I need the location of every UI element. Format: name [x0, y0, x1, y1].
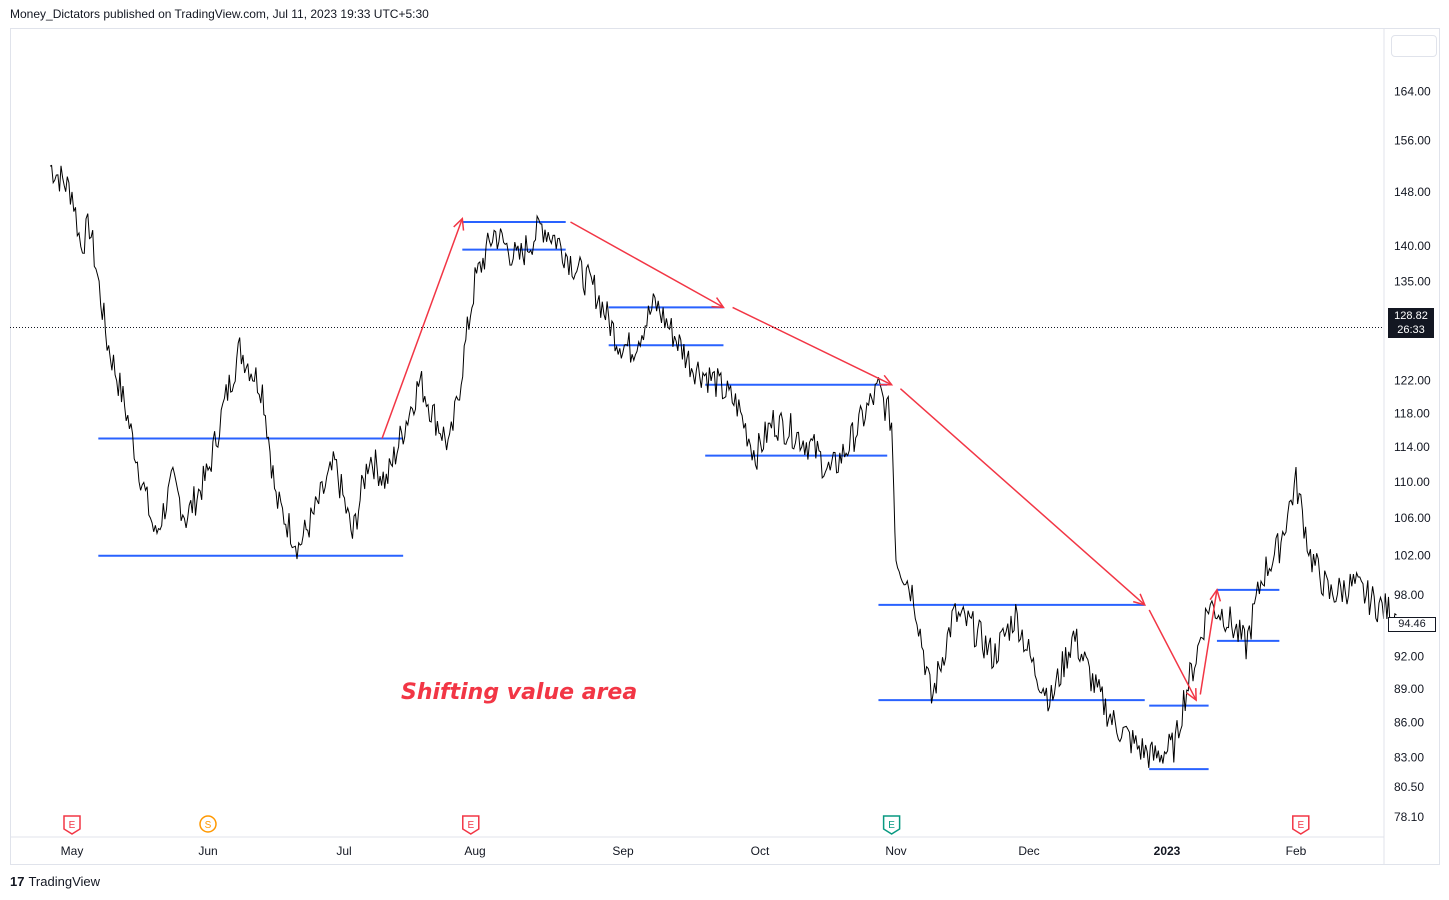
svg-text:E: E — [467, 820, 474, 831]
x-tick-label: Jul — [336, 844, 351, 858]
auto-scale-button[interactable] — [1391, 35, 1437, 57]
x-tick-label: Jun — [198, 844, 217, 858]
tradingview-logo-icon: 17 — [10, 874, 25, 889]
x-tick-label: Feb — [1286, 844, 1307, 858]
y-tick-label: 140.00 — [1394, 239, 1431, 253]
trend-arrow[interactable] — [1199, 588, 1222, 695]
y-tick-label: 148.00 — [1394, 185, 1431, 199]
y-tick-label: 92.00 — [1394, 650, 1424, 664]
y-tick-label: 164.00 — [1394, 84, 1431, 98]
tradingview-footer[interactable]: 17 TradingView — [10, 874, 100, 889]
trend-arrow[interactable] — [732, 306, 894, 386]
y-tick-label: 86.00 — [1394, 716, 1424, 730]
y-tick-label: 110.00 — [1394, 475, 1430, 489]
bar-countdown: 26:33 — [1397, 324, 1425, 336]
x-tick-label: Oct — [751, 844, 770, 858]
y-tick-label: 106.00 — [1394, 511, 1431, 525]
trend-arrow[interactable] — [570, 221, 725, 309]
x-tick-label: Sep — [612, 844, 634, 858]
y-tick-label: 98.00 — [1394, 588, 1424, 602]
y-tick-label: 83.00 — [1394, 750, 1424, 764]
chart-frame[interactable] — [10, 28, 1440, 865]
earnings-event-icon[interactable]: E — [462, 815, 480, 835]
y-tick-label: 80.50 — [1394, 780, 1424, 794]
earnings-event-icon[interactable]: E — [63, 815, 81, 835]
x-tick-label: May — [61, 844, 84, 858]
y-tick-label: 156.00 — [1394, 133, 1431, 147]
shifting-value-annotation: Shifting value area — [401, 680, 638, 705]
y-tick-label: 102.00 — [1394, 549, 1431, 563]
svg-text:E: E — [888, 820, 895, 831]
y-tick-label: 89.00 — [1394, 682, 1424, 696]
y-tick-label: 122.00 — [1394, 374, 1431, 388]
svg-text:S: S — [205, 820, 212, 831]
y-tick-label: 118.00 — [1394, 406, 1430, 420]
x-tick-label: Dec — [1018, 844, 1039, 858]
earnings-event-icon[interactable]: E — [1292, 815, 1310, 835]
tradingview-brand: TradingView — [28, 874, 101, 889]
x-tick-label: Aug — [464, 844, 485, 858]
trend-arrow[interactable] — [1148, 609, 1197, 702]
x-tick-label: Nov — [885, 844, 906, 858]
current-price-tag: 94.46 — [1388, 617, 1436, 632]
split-event-icon[interactable]: S — [199, 815, 217, 833]
earnings-event-icon[interactable]: E — [882, 815, 901, 835]
y-tick-label: 78.10 — [1394, 810, 1424, 824]
x-tick-label: 2023 — [1154, 844, 1181, 858]
svg-text:E: E — [69, 820, 76, 831]
last-price-tag: 128.82 26:33 — [1388, 308, 1434, 338]
trend-arrow[interactable] — [899, 388, 1147, 607]
price-series-line — [49, 164, 1397, 768]
y-tick-label: 135.00 — [1394, 275, 1431, 289]
trend-arrow[interactable] — [381, 216, 465, 439]
last-price-value: 128.82 — [1394, 310, 1428, 322]
svg-text:E: E — [1297, 820, 1304, 831]
publish-info: Money_Dictators published on TradingView… — [10, 7, 429, 21]
y-tick-label: 114.00 — [1394, 440, 1430, 454]
